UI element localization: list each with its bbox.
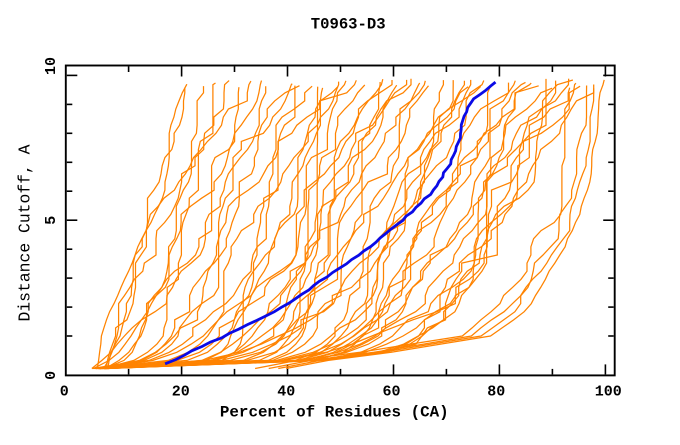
svg-text:100: 100 bbox=[595, 384, 622, 401]
svg-text:5: 5 bbox=[43, 216, 60, 225]
svg-text:20: 20 bbox=[172, 384, 190, 401]
svg-text:0: 0 bbox=[43, 371, 60, 380]
svg-text:Distance Cutoff, A: Distance Cutoff, A bbox=[16, 144, 35, 321]
svg-text:60: 60 bbox=[382, 384, 400, 401]
svg-text:80: 80 bbox=[487, 384, 505, 401]
svg-text:0: 0 bbox=[60, 384, 69, 401]
svg-text:Percent of Residues (CA): Percent of Residues (CA) bbox=[220, 404, 449, 422]
svg-text:40: 40 bbox=[277, 384, 295, 401]
svg-text:T0963-D3: T0963-D3 bbox=[311, 16, 386, 34]
svg-text:10: 10 bbox=[43, 57, 60, 75]
